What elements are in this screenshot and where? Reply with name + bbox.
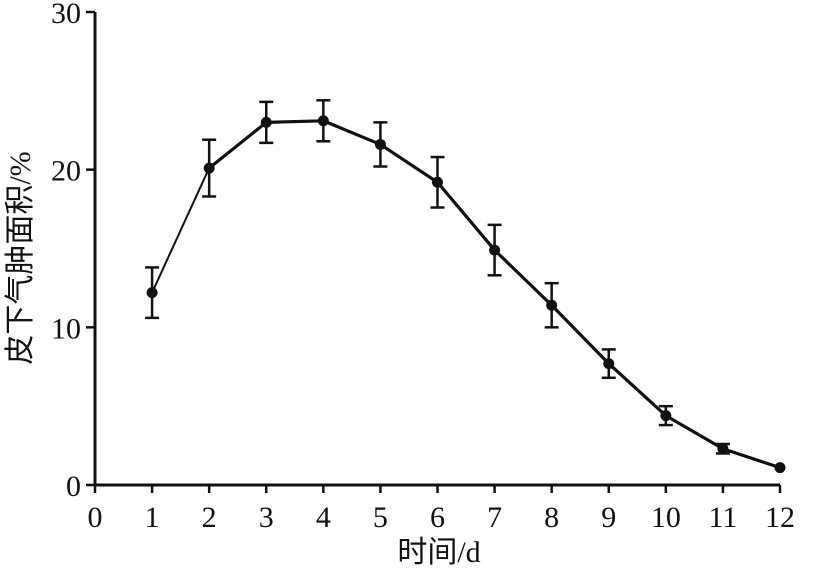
y-tick-label: 0 bbox=[66, 470, 81, 503]
series-line-segment bbox=[207, 120, 268, 170]
x-tick-label: 12 bbox=[765, 501, 795, 534]
series-line-segment bbox=[721, 447, 782, 470]
data-point bbox=[489, 244, 501, 256]
x-tick-label: 2 bbox=[202, 501, 217, 534]
data-point bbox=[203, 162, 215, 174]
x-tick-label: 1 bbox=[145, 501, 160, 534]
x-tick-label: 6 bbox=[430, 501, 445, 534]
series-line-segment bbox=[607, 361, 668, 418]
data-point bbox=[660, 410, 672, 422]
data-point bbox=[432, 176, 443, 188]
x-tick-label: 11 bbox=[708, 501, 737, 534]
data-series bbox=[145, 99, 786, 474]
data-point bbox=[774, 462, 786, 474]
x-tick-label: 10 bbox=[651, 501, 681, 534]
series-line-segment bbox=[378, 142, 440, 184]
series-line-segment bbox=[435, 180, 497, 252]
data-point bbox=[603, 358, 615, 370]
x-tick-label: 9 bbox=[601, 501, 616, 534]
tick-marks bbox=[86, 10, 782, 493]
series-line-segment bbox=[664, 414, 725, 451]
data-point bbox=[146, 287, 158, 299]
data-point bbox=[317, 115, 329, 127]
series-line-segment bbox=[550, 303, 611, 366]
series-line-segment bbox=[151, 167, 211, 294]
data-point bbox=[374, 138, 386, 150]
data-point bbox=[717, 443, 729, 455]
y-tick-label: 30 bbox=[51, 0, 81, 30]
y-tick-label: 20 bbox=[51, 155, 81, 188]
x-tick-label: 5 bbox=[373, 501, 388, 534]
data-point bbox=[546, 299, 558, 311]
series-line-segment bbox=[321, 119, 383, 147]
x-tick-label: 7 bbox=[487, 501, 502, 534]
y-tick-label: 10 bbox=[51, 312, 81, 345]
x-axis-title: 时间/d bbox=[397, 536, 480, 569]
series-line-segment bbox=[492, 248, 554, 307]
x-tick-label: 4 bbox=[316, 501, 331, 534]
x-tick-label: 3 bbox=[259, 501, 274, 534]
data-point bbox=[260, 116, 272, 128]
series-line-segment bbox=[264, 119, 325, 124]
y-axis-title: 皮下气肿面积/% bbox=[4, 151, 37, 364]
x-tick-label: 0 bbox=[88, 501, 103, 534]
axes bbox=[93, 12, 780, 487]
x-tick-label: 8 bbox=[544, 501, 559, 534]
